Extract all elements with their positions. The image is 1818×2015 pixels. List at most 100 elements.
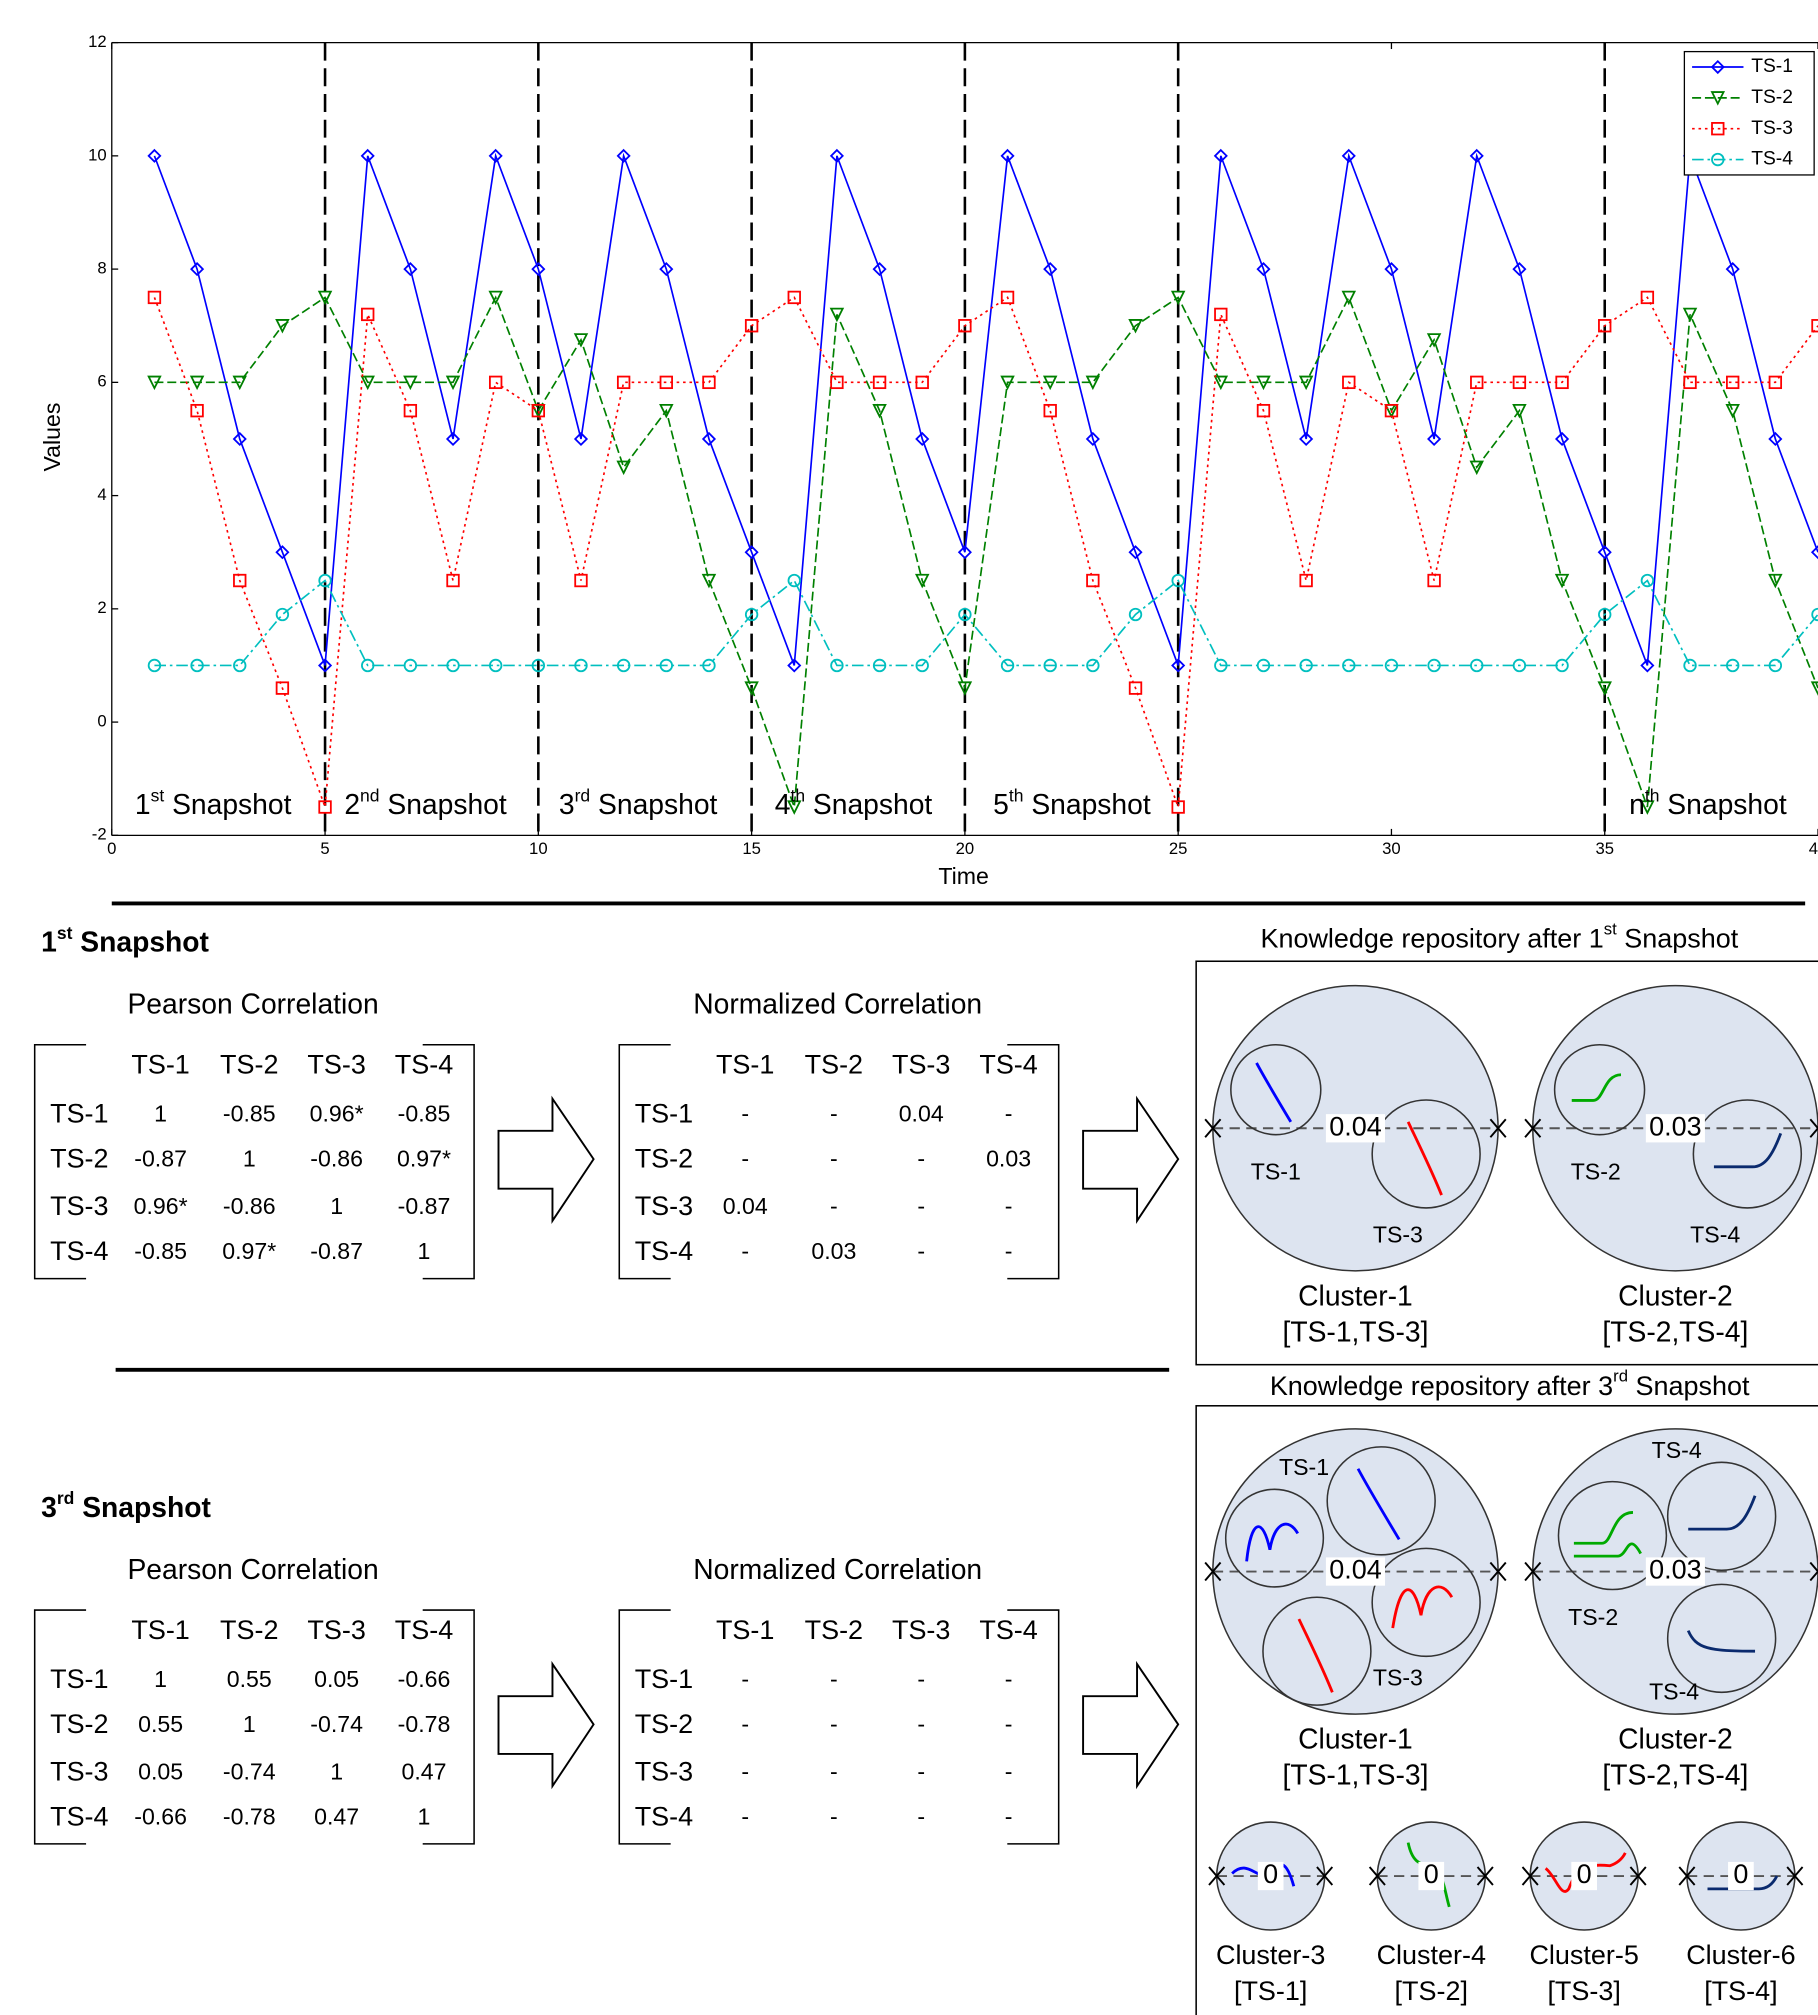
row-header: TS-3 bbox=[635, 1191, 693, 1221]
member-label: TS-1 bbox=[1251, 1158, 1301, 1184]
cluster-name: Cluster-1 bbox=[1298, 1279, 1413, 1311]
cell: - bbox=[1005, 1238, 1013, 1264]
snapshot-label-part: Snapshot bbox=[380, 789, 507, 821]
marker bbox=[1812, 609, 1818, 621]
cell: 0.96* bbox=[310, 1101, 364, 1127]
column-header: TS-2 bbox=[220, 1615, 278, 1645]
row-header: TS-4 bbox=[635, 1236, 693, 1266]
cluster-members: [TS-3] bbox=[1547, 1976, 1620, 2006]
cell: - bbox=[1005, 1101, 1013, 1127]
row-header: TS-1 bbox=[50, 1099, 108, 1129]
marker bbox=[1471, 377, 1483, 389]
cell: - bbox=[741, 1803, 749, 1829]
cell: - bbox=[741, 1238, 749, 1264]
snapshot-heading-part: Snapshot bbox=[74, 1491, 211, 1523]
cluster-members: [TS-1] bbox=[1234, 1976, 1307, 2006]
marker bbox=[1727, 405, 1739, 417]
snapshot-label-sup: th bbox=[1645, 785, 1660, 805]
marker bbox=[788, 575, 800, 587]
cell: -0.74 bbox=[223, 1758, 276, 1784]
cell: - bbox=[917, 1711, 925, 1737]
series-line bbox=[154, 297, 1818, 807]
cell: 1 bbox=[330, 1758, 343, 1784]
cluster-name: Cluster-6 bbox=[1686, 1940, 1795, 1970]
row-header: TS-3 bbox=[50, 1756, 108, 1786]
cluster-value: 0.04 bbox=[1329, 1555, 1382, 1585]
marker bbox=[1343, 292, 1355, 304]
column-header: TS-3 bbox=[892, 1050, 950, 1080]
row-header: TS-4 bbox=[50, 1236, 108, 1266]
snapshot-heading-sup: rd bbox=[57, 1488, 75, 1508]
column-header: TS-1 bbox=[716, 1615, 774, 1645]
snapshot-label-part: Snapshot bbox=[590, 789, 717, 821]
cell: 0.55 bbox=[227, 1666, 272, 1692]
snapshot-label-sup: th bbox=[1009, 785, 1024, 805]
snapshot-label-sup: nd bbox=[360, 785, 379, 805]
cell: - bbox=[830, 1146, 838, 1172]
y-tick-label: 0 bbox=[97, 711, 106, 730]
cell: - bbox=[830, 1666, 838, 1692]
cluster-name: Cluster-1 bbox=[1298, 1723, 1413, 1755]
member-label: TS-3 bbox=[1373, 1665, 1423, 1691]
bracket bbox=[1007, 1610, 1058, 1844]
snapshot-label: 1st Snapshot bbox=[135, 785, 292, 821]
arrow bbox=[499, 1664, 594, 1786]
cluster-name: Cluster-2 bbox=[1618, 1279, 1733, 1311]
cell: 0.97* bbox=[222, 1238, 276, 1264]
marker bbox=[1044, 405, 1056, 417]
page: {"chart_data": {"type": "line", "xlabel"… bbox=[0, 0, 1818, 2015]
column-header: TS-2 bbox=[220, 1050, 278, 1080]
repository-title-part: Snapshot bbox=[1617, 924, 1739, 954]
cluster-members: [TS-4] bbox=[1704, 1976, 1777, 2006]
cell: 0.03 bbox=[811, 1238, 856, 1264]
matrix-title: Normalized Correlation bbox=[693, 988, 982, 1020]
y-axis-label: Values bbox=[39, 403, 65, 472]
cell: - bbox=[1005, 1193, 1013, 1219]
column-header: TS-4 bbox=[979, 1615, 1037, 1645]
x-tick-label: 5 bbox=[320, 839, 329, 858]
column-header: TS-1 bbox=[716, 1050, 774, 1080]
plot-area bbox=[149, 43, 1818, 836]
repository-title: Knowledge repository after 1st Snapshot bbox=[1260, 920, 1738, 954]
legend-label: TS-1 bbox=[1751, 56, 1793, 77]
cell: -0.86 bbox=[223, 1193, 276, 1219]
cluster-members: [TS-2] bbox=[1395, 1976, 1468, 2006]
cell: 0.05 bbox=[138, 1758, 183, 1784]
cell: 0.04 bbox=[899, 1101, 944, 1127]
cell: - bbox=[917, 1666, 925, 1692]
matrix-title: Pearson Correlation bbox=[127, 1553, 378, 1585]
snapshot-label-part: n bbox=[1629, 789, 1645, 821]
cluster-members: [TS-1,TS-3] bbox=[1282, 1759, 1428, 1791]
cell: -0.87 bbox=[310, 1238, 363, 1264]
x-tick-label: 15 bbox=[742, 839, 761, 858]
cell: - bbox=[917, 1758, 925, 1784]
cell: -0.74 bbox=[310, 1711, 363, 1737]
cell: - bbox=[830, 1803, 838, 1829]
cluster-members: [TS-2,TS-4] bbox=[1602, 1315, 1748, 1347]
cell: 1 bbox=[243, 1711, 256, 1737]
cell: - bbox=[917, 1193, 925, 1219]
y-tick-label: 2 bbox=[97, 598, 106, 617]
column-header: TS-3 bbox=[307, 1615, 365, 1645]
cell: - bbox=[1005, 1666, 1013, 1692]
cell: -0.85 bbox=[134, 1238, 187, 1264]
y-tick-label: -2 bbox=[92, 825, 107, 844]
snapshot-label: nth Snapshot bbox=[1629, 785, 1787, 821]
cluster-name: Cluster-4 bbox=[1377, 1940, 1486, 1970]
y-tick-label: 8 bbox=[97, 259, 106, 278]
snapshot-label: 3rd Snapshot bbox=[559, 785, 718, 821]
cluster-value: 0 bbox=[1577, 1859, 1592, 1889]
row-header: TS-4 bbox=[50, 1801, 108, 1831]
snapshot-heading-part: 3 bbox=[41, 1491, 57, 1523]
cell: 0.97* bbox=[397, 1146, 451, 1172]
cluster-members: [TS-2,TS-4] bbox=[1602, 1759, 1748, 1791]
arrow bbox=[499, 1099, 594, 1221]
snapshot-label-sup: rd bbox=[575, 785, 591, 805]
cell: - bbox=[830, 1193, 838, 1219]
cell: -0.85 bbox=[223, 1101, 276, 1127]
row-header: TS-3 bbox=[50, 1191, 108, 1221]
cell: -0.86 bbox=[310, 1146, 363, 1172]
column-header: TS-4 bbox=[979, 1050, 1037, 1080]
marker bbox=[1300, 575, 1312, 587]
x-tick-label: 20 bbox=[956, 839, 975, 858]
